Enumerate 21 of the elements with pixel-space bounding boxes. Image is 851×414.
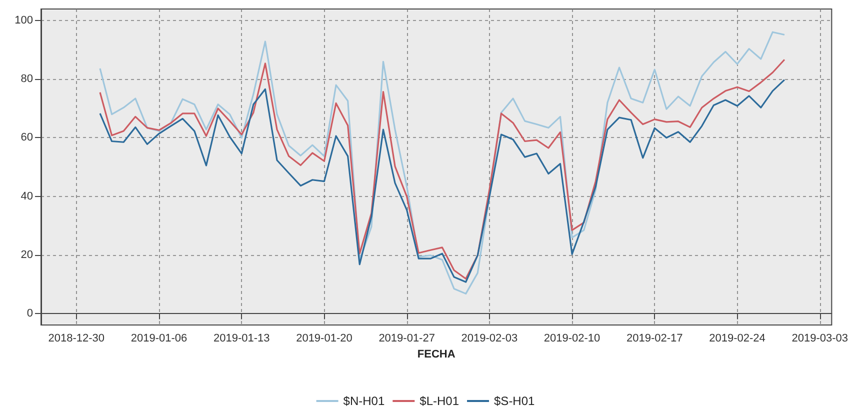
x-tick-label: 2019-02-24 bbox=[709, 332, 766, 344]
x-tick-label: 2019-01-13 bbox=[213, 332, 270, 344]
y-tick-label: 80 bbox=[20, 73, 33, 86]
y-tick-label: 60 bbox=[20, 132, 33, 144]
x-tick-label: 2018-12-30 bbox=[48, 332, 105, 344]
legend-label: $N-H01 bbox=[343, 394, 385, 408]
x-tick-label: 2019-03-03 bbox=[792, 332, 848, 344]
x-tick-label: 2019-01-20 bbox=[296, 332, 352, 344]
x-tick-label: 2019-02-17 bbox=[626, 332, 683, 344]
x-tick-label: 2019-01-06 bbox=[130, 332, 188, 344]
x-axis-title: FECHA bbox=[417, 348, 456, 360]
y-tick-label: 40 bbox=[20, 190, 33, 202]
line-series bbox=[99, 31, 786, 294]
legend-label: $S-H01 bbox=[494, 394, 536, 408]
x-tick-label: 2019-02-03 bbox=[461, 332, 518, 344]
x-tick-label: 2019-02-10 bbox=[544, 332, 600, 344]
y-tick-label: 0 bbox=[26, 307, 33, 320]
y-tick-label: 100 bbox=[14, 14, 33, 27]
legend-label: $L-H01 bbox=[420, 394, 460, 408]
x-tick-label: 2019-01-27 bbox=[378, 332, 435, 344]
y-tick-label: 20 bbox=[20, 248, 33, 261]
